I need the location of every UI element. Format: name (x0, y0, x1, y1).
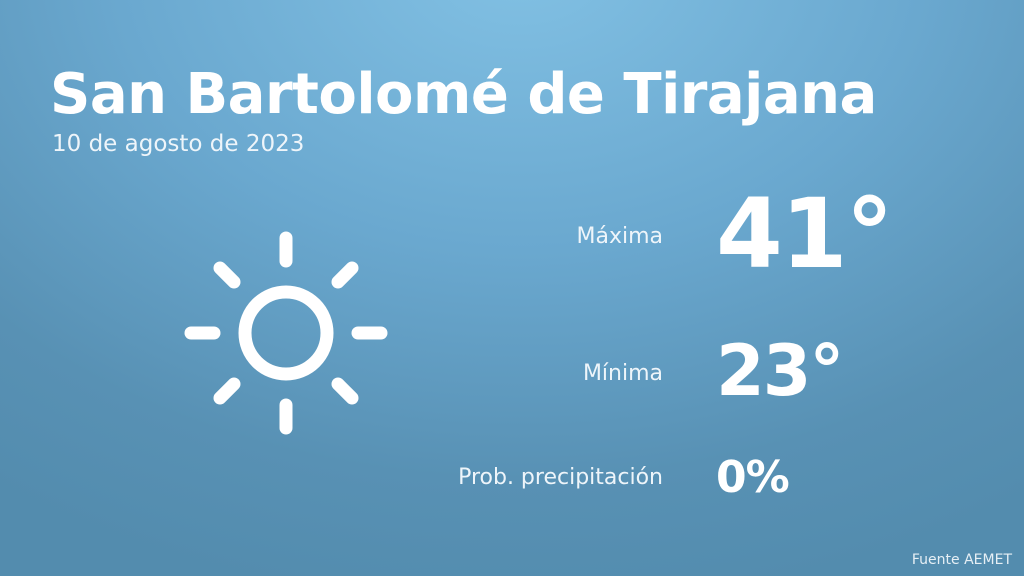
min-temp-label: Mínima (582, 361, 663, 386)
source-credit: Fuente AEMET (911, 552, 1012, 568)
sun-icon (184, 231, 388, 435)
forecast-date: 10 de agosto de 2023 (52, 131, 305, 157)
max-temp-value: 41° (716, 178, 894, 290)
max-temp-label: Máxima (576, 224, 663, 249)
city-title: San Bartolomé de Tirajana (50, 62, 877, 127)
min-temp-value: 23° (716, 330, 844, 412)
precip-label: Prob. precipitación (458, 465, 663, 490)
precip-value: 0% (716, 452, 790, 503)
